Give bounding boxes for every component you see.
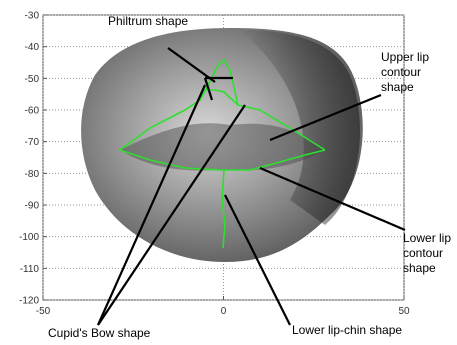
y-tick-label: -50 <box>25 74 40 85</box>
figure: -120-110-100-90-80-70-60-50-40-30-50050 … <box>0 0 457 345</box>
y-tick-label: -110 <box>20 264 40 275</box>
x-tick-label: 0 <box>221 306 227 317</box>
annotation: Philtrum shape <box>108 14 188 29</box>
annotation: Upper lip contour shape <box>381 50 451 95</box>
y-tick-label: -100 <box>19 232 39 243</box>
x-tick-label: 50 <box>398 306 410 317</box>
annotation: Lower lip-chin shape <box>292 323 402 338</box>
y-tick-label: -60 <box>25 106 40 117</box>
y-tick-label: -90 <box>25 201 40 212</box>
y-tick-label: -120 <box>19 296 39 307</box>
y-tick-label: -30 <box>25 11 40 22</box>
annotation: Cupid's Bow shape <box>48 326 150 341</box>
annotation: Lower lip contour shape <box>403 231 457 276</box>
y-tick-label: -70 <box>25 137 40 148</box>
y-tick-label: -40 <box>25 42 40 53</box>
y-tick-label: -80 <box>25 169 40 180</box>
x-tick-label: -50 <box>36 306 51 317</box>
